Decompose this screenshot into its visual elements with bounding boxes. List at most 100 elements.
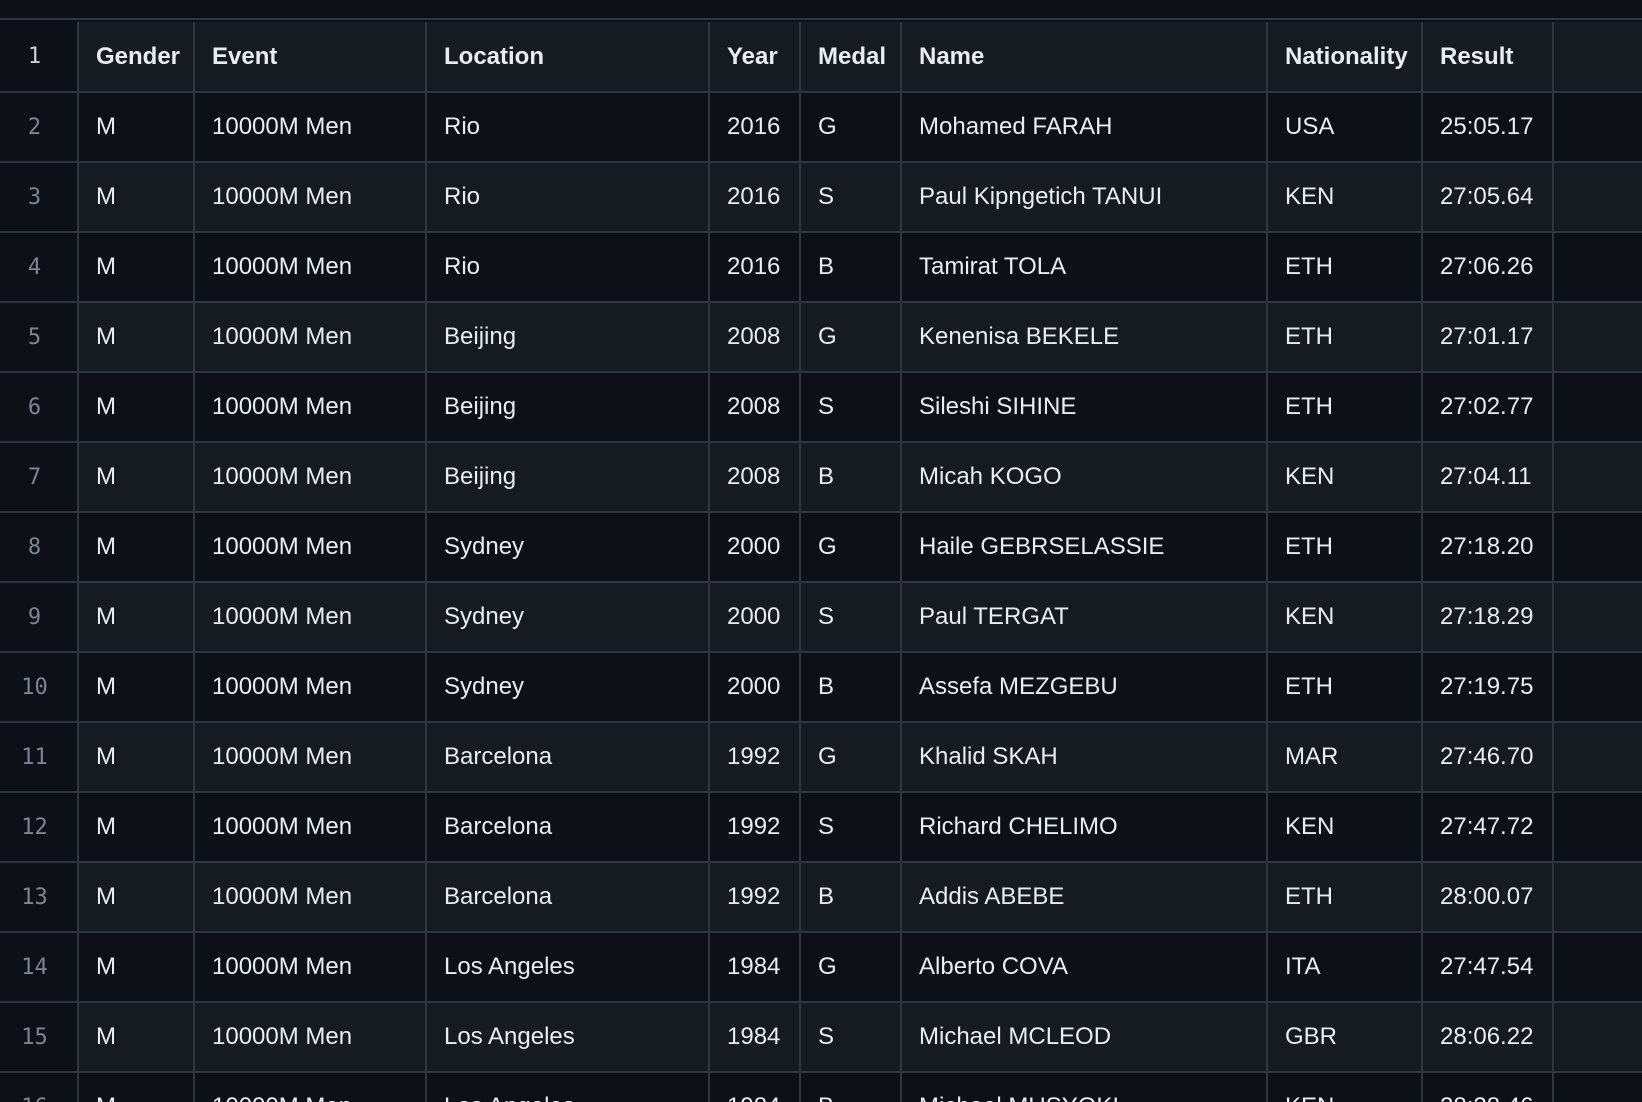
cell-year: 1992 [708,791,801,863]
table-row: 12 M 10000M Men Barcelona 1992 S Richard CHELI… [0,791,1642,863]
line-number[interactable]: 7 [0,441,79,513]
table-row: 13 M 10000M Men Barcelona 1992 B Addis ABEBE ET… [0,861,1642,933]
column-header-gender: Gender [77,22,195,93]
cell-nationality: MAR [1266,721,1423,793]
file-toolbar-edge [0,0,1642,20]
line-number[interactable]: 12 [0,791,79,863]
cell-gender: M [77,511,195,583]
overflow-column-cell [1552,931,1642,1003]
line-number[interactable]: 16 [0,1071,79,1102]
cell-gender: M [77,441,195,513]
cell-year: 1984 [708,931,801,1003]
cell-result: 28:06.22 [1421,1001,1554,1073]
csv-table-container[interactable]: 1 Gender Event Location Year Medal Name Nationa… [0,22,1642,1102]
cell-result: 27:04.11 [1421,441,1554,513]
line-number[interactable]: 4 [0,231,79,303]
cell-location: Sydney [425,651,710,723]
cell-location: Los Angeles [425,931,710,1003]
line-number[interactable]: 15 [0,1001,79,1073]
cell-result: 27:19.75 [1421,651,1554,723]
cell-medal: S [799,581,902,653]
overflow-column-cell [1552,791,1642,863]
cell-year: 2000 [708,581,801,653]
line-number[interactable]: 8 [0,511,79,583]
overflow-column-cell [1552,651,1642,723]
line-number[interactable]: 10 [0,651,79,723]
line-number[interactable]: 6 [0,371,79,443]
column-header-result: Result [1421,22,1554,93]
overflow-column-cell [1552,511,1642,583]
cell-result: 27:46.70 [1421,721,1554,793]
cell-event: 10000M Men [193,231,427,303]
cell-year: 2000 [708,651,801,723]
cell-name: Sileshi SIHINE [900,371,1268,443]
cell-nationality: ITA [1266,931,1423,1003]
column-header-location: Location [425,22,710,93]
overflow-column-cell [1552,22,1642,93]
cell-result: 27:47.54 [1421,931,1554,1003]
overflow-column-cell [1552,371,1642,443]
cell-result: 27:18.29 [1421,581,1554,653]
cell-name: Tamirat TOLA [900,231,1268,303]
line-number[interactable]: 14 [0,931,79,1003]
table-row: 14 M 10000M Men Los Angeles 1984 G Alberto COV… [0,931,1642,1003]
cell-event: 10000M Men [193,91,427,163]
cell-gender: M [77,91,195,163]
table-row: 6 M 10000M Men Beijing 2008 S Sileshi SIHINE ET… [0,371,1642,443]
cell-nationality: ETH [1266,861,1423,933]
cell-medal: G [799,931,902,1003]
cell-name: Paul TERGAT [900,581,1268,653]
cell-nationality: KEN [1266,161,1423,233]
cell-nationality: ETH [1266,231,1423,303]
table-row: 11 M 10000M Men Barcelona 1992 G Khalid SKAH MA… [0,721,1642,793]
cell-gender: M [77,1071,195,1102]
cell-result: 27:05.64 [1421,161,1554,233]
cell-name: Assefa MEZGEBU [900,651,1268,723]
line-number[interactable]: 11 [0,721,79,793]
cell-nationality: KEN [1266,1071,1423,1102]
line-number[interactable]: 9 [0,581,79,653]
cell-gender: M [77,231,195,303]
cell-event: 10000M Men [193,1071,427,1102]
cell-event: 10000M Men [193,791,427,863]
cell-year: 1984 [708,1071,801,1102]
line-number[interactable]: 13 [0,861,79,933]
cell-result: 27:01.17 [1421,301,1554,373]
table-row: 9 M 10000M Men Sydney 2000 S Paul TERGAT KEN 27:… [0,581,1642,653]
cell-location: Beijing [425,301,710,373]
cell-name: Michael MUSYOKI [900,1071,1268,1102]
cell-medal: S [799,371,902,443]
cell-location: Rio [425,91,710,163]
overflow-column-cell [1552,231,1642,303]
cell-location: Rio [425,161,710,233]
line-number[interactable]: 3 [0,161,79,233]
cell-medal: B [799,441,902,513]
cell-name: Kenenisa BEKELE [900,301,1268,373]
cell-result: 28:00.07 [1421,861,1554,933]
cell-year: 1992 [708,861,801,933]
cell-gender: M [77,301,195,373]
line-number[interactable]: 2 [0,91,79,163]
cell-year: 2016 [708,161,801,233]
header-row: 1 Gender Event Location Year Medal Name Nationa… [0,22,1642,93]
cell-event: 10000M Men [193,371,427,443]
cell-location: Sydney [425,581,710,653]
cell-year: 2008 [708,371,801,443]
cell-medal: G [799,301,902,373]
cell-year: 1984 [708,1001,801,1073]
cell-year: 1992 [708,721,801,793]
line-number[interactable]: 1 [0,22,79,93]
overflow-column-cell [1552,581,1642,653]
cell-year: 2016 [708,91,801,163]
cell-event: 10000M Men [193,931,427,1003]
cell-location: Barcelona [425,791,710,863]
line-number[interactable]: 5 [0,301,79,373]
cell-nationality: ETH [1266,651,1423,723]
cell-name: Khalid SKAH [900,721,1268,793]
cell-gender: M [77,861,195,933]
overflow-column-cell [1552,1071,1642,1102]
cell-location: Barcelona [425,861,710,933]
table-row: 8 M 10000M Men Sydney 2000 G Haile GEBRSELASSI… [0,511,1642,583]
